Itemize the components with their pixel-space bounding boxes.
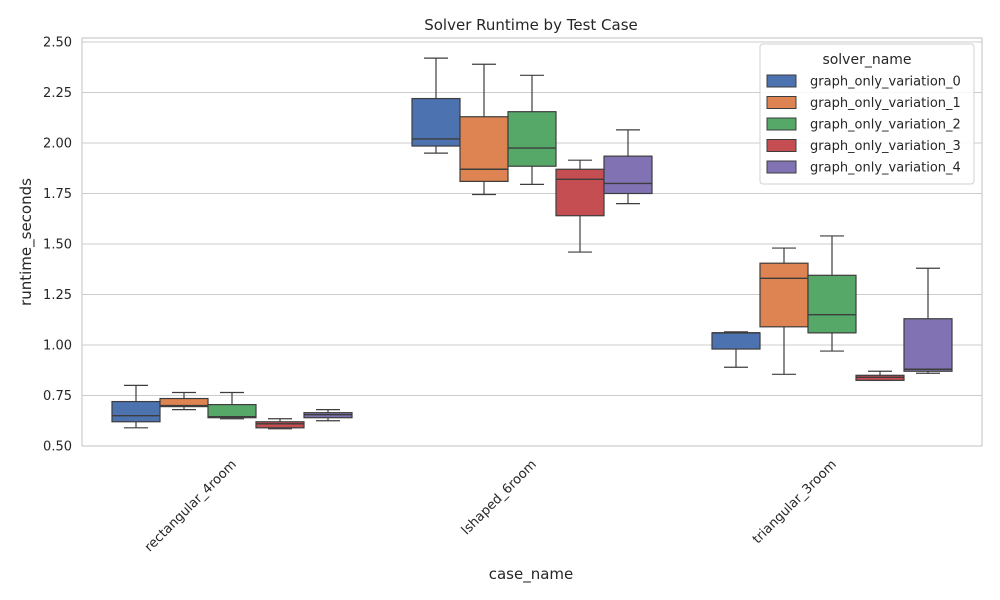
y-tick-label: 1.25 [43, 288, 72, 303]
box-iqr [255, 421, 305, 429]
y-tick-label: 1.75 [43, 187, 72, 202]
y-tick-labels: 0.50 0.75 1.00 1.25 1.50 1.75 2.00 2.25 2.50 [43, 36, 72, 455]
y-axis-title: runtime_seconds [17, 178, 36, 306]
legend-label: graph_only_variation_0 [810, 75, 961, 90]
box-graph_only_variation_3 [255, 418, 305, 430]
x-tick-labels: rectangular_4room lshaped_6room triangular… [142, 457, 840, 555]
y-tick-label: 0.50 [43, 440, 72, 455]
box-iqr [555, 168, 605, 217]
y-tick-label: 1.50 [43, 238, 72, 253]
x-tick-label: lshaped_6room [459, 457, 540, 538]
box-iqr [111, 400, 161, 423]
y-tick-label: 0.75 [43, 389, 72, 404]
x-axis-title: case_name [489, 565, 574, 584]
box-graph_only_variation_1 [459, 63, 509, 196]
legend-swatch [766, 139, 797, 152]
legend-title: solver_name [822, 52, 911, 68]
legend-label: graph_only_variation_1 [810, 96, 961, 111]
legend-swatch [766, 96, 797, 109]
x-tick-label: triangular_3room [750, 457, 840, 547]
box-iqr [507, 111, 557, 167]
legend: solver_name graph_only_variation_0 graph_… [759, 43, 975, 185]
box-graph_only_variation_2 [207, 391, 257, 420]
legend-swatch [766, 160, 797, 174]
box-graph_only_variation_0 [711, 331, 761, 368]
box-iqr [903, 318, 953, 372]
legend-swatch [766, 117, 797, 131]
box-iqr [207, 403, 257, 419]
legend-label: graph_only_variation_3 [810, 139, 961, 154]
box-graph_only_variation_0 [411, 57, 461, 154]
y-tick-label: 2.50 [43, 36, 72, 51]
y-tick-label: 1.00 [43, 339, 72, 354]
y-tick-label: 2.00 [43, 137, 72, 152]
box-graph_only_variation_4 [303, 409, 353, 422]
y-tick-label: 2.25 [43, 86, 72, 101]
box-iqr [711, 332, 761, 350]
chart-title: Solver Runtime by Test Case [424, 16, 638, 34]
box-iqr [159, 397, 209, 408]
box-iqr [459, 116, 509, 182]
box-graph_only_variation_0 [111, 384, 161, 429]
box-graph_only_variation_3 [555, 159, 605, 253]
legend-label: graph_only_variation_4 [810, 161, 961, 176]
plot-frame [81, 37, 983, 447]
legend-frame [759, 43, 975, 185]
box-graph_only_variation_2 [507, 74, 557, 186]
legend-swatch [766, 74, 797, 88]
boxes [111, 57, 953, 430]
box-graph_only_variation_2 [807, 235, 857, 352]
box-iqr [759, 262, 809, 328]
box-graph_only_variation_1 [759, 247, 809, 375]
box-graph_only_variation_3 [855, 370, 905, 381]
box-graph_only_variation_1 [159, 391, 209, 411]
x-tick-label: rectangular_4room [142, 457, 240, 555]
box-iqr [603, 155, 653, 195]
box-iqr [807, 274, 857, 334]
box-graph_only_variation_4 [603, 129, 653, 205]
legend-label: graph_only_variation_2 [810, 118, 961, 133]
box-graph_only_variation_4 [903, 267, 953, 374]
